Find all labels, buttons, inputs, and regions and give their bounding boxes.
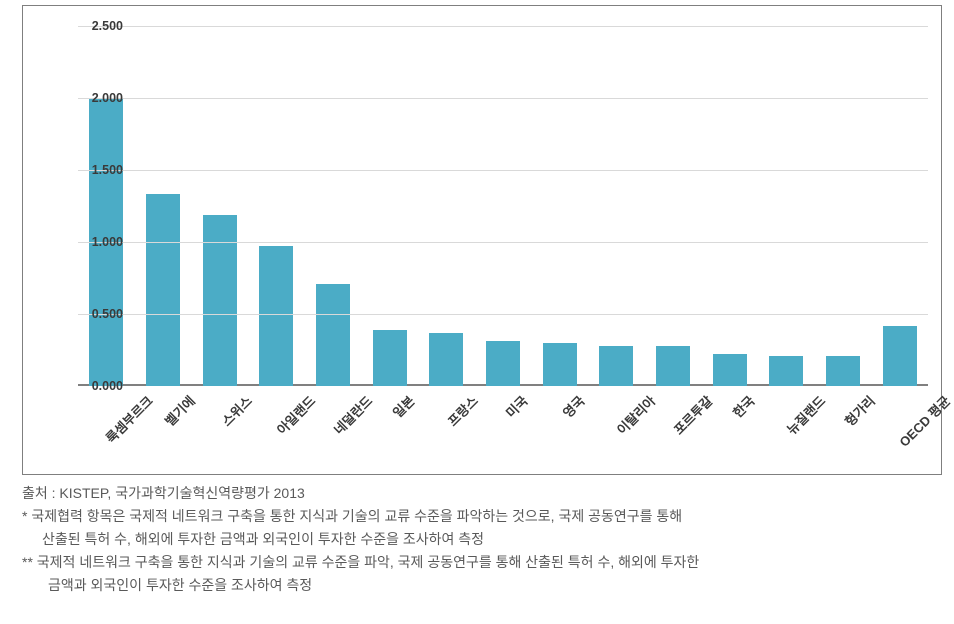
x-axis-labels: 룩셈부르크벨기에스위스아일랜드네덜란드 일본프랑스 미국 영국이탈리아포르투갈 한국뉴질… [78,387,928,467]
bar [373,330,407,386]
footnote-2-line1: ** 국제적 네트워크 구축을 통한 지식과 기술의 교류 수준을 파악, 국제… [22,551,942,574]
x-tick-label: OECD 평균 [894,391,953,450]
x-label-slot: 스위스 [191,387,248,467]
gridline [78,26,928,27]
x-label-slot: 뉴질랜드 [758,387,815,467]
bar [826,356,860,386]
x-label-slot: OECD 평균 [871,387,928,467]
x-label-slot: 아일랜드 [248,387,305,467]
x-label-slot: 프랑스 [418,387,475,467]
bar-slot [475,26,532,386]
x-tick-label: 미국 [501,391,531,421]
bar [713,354,747,386]
x-label-slot: 이탈리아 [588,387,645,467]
bar-slot [191,26,248,386]
y-tick-label: 1.500 [63,163,123,177]
footnotes-block: 출처 : KISTEP, 국가과학기술혁신역량평가 2013 * 국제협력 항목… [22,482,942,597]
y-tick-label: 0.500 [63,307,123,321]
x-label-slot: 영국 [531,387,588,467]
x-label-slot: 미국 [475,387,532,467]
bar-slot [758,26,815,386]
bar [883,326,917,386]
bar-slot [361,26,418,386]
plot-area: 0.0000.5001.0001.5002.0002.500 [78,26,928,386]
x-label-slot: 네덜란드 [305,387,362,467]
x-tick-label: 한국 [728,391,758,421]
gridline [78,98,928,99]
bar-slot [305,26,362,386]
x-label-slot: 일본 [361,387,418,467]
bar-slot [815,26,872,386]
bar [203,215,237,386]
bar-group [78,26,928,386]
bar-slot [531,26,588,386]
x-label-slot: 포르투갈 [645,387,702,467]
footnote-2-line2: 금액과 외국인이 투자한 수준을 조사하여 측정 [22,574,942,597]
x-tick-label: 일본 [388,391,418,421]
x-label-slot: 한국 [701,387,758,467]
bar-slot [418,26,475,386]
bar [259,246,293,386]
bar [656,346,690,386]
bar [146,194,180,386]
bar-slot [871,26,928,386]
y-tick-label: 2.500 [63,19,123,33]
gridline [78,314,928,315]
bar-chart: 0.0000.5001.0001.5002.0002.500 룩셈부르크벨기에스… [22,5,942,475]
y-tick-label: 1.000 [63,235,123,249]
source-line: 출처 : KISTEP, 국가과학기술혁신역량평가 2013 [22,482,942,505]
bar-slot [248,26,305,386]
bar [769,356,803,386]
bar [599,346,633,386]
bar [543,343,577,386]
bar [429,333,463,386]
bar-slot [135,26,192,386]
x-tick-label: 영국 [558,391,588,421]
x-label-slot: 헝가리 [815,387,872,467]
bar-slot [78,26,135,386]
y-tick-label: 2.000 [63,91,123,105]
bar [486,341,520,386]
gridline [78,170,928,171]
footnote-1-line2: 산출된 특허 수, 해외에 투자한 금액과 외국인이 투자한 수준을 조사하여 … [22,528,942,551]
bar-slot [645,26,702,386]
x-label-slot: 벨기에 [135,387,192,467]
bar [316,284,350,386]
footnote-1-line1: * 국제협력 항목은 국제적 네트워크 구축을 통한 지식과 기술의 교류 수준… [22,505,942,528]
bar-slot [701,26,758,386]
x-label-slot: 룩셈부르크 [78,387,135,467]
gridline [78,242,928,243]
bar-slot [588,26,645,386]
